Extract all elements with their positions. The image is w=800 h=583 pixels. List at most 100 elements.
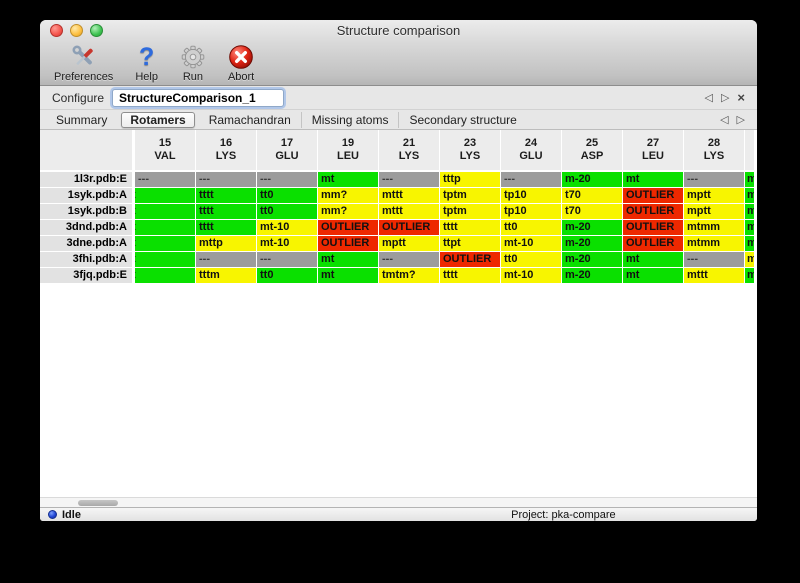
next-tab-icon[interactable]: ▷ [736, 114, 745, 126]
tab-rotamers[interactable]: Rotamers [121, 111, 195, 128]
rotamer-cell[interactable]: tt0 [501, 252, 561, 267]
rotamer-cell[interactable]: m [745, 172, 754, 187]
rotamer-cell[interactable]: mt [318, 268, 378, 283]
close-window-button[interactable] [50, 24, 63, 37]
tab-missing-atoms[interactable]: Missing atoms [300, 111, 399, 128]
rotamer-cell[interactable]: mt [318, 252, 378, 267]
abort-button[interactable]: Abort [228, 43, 254, 83]
column-header-15[interactable]: 15 VAL [135, 130, 195, 170]
rotamer-cell[interactable]: tptm [440, 204, 500, 219]
column-header-25[interactable]: 25 ASP [562, 130, 622, 170]
rotamer-cell[interactable]: m [745, 252, 754, 267]
rotamer-cell[interactable]: tttt [440, 220, 500, 235]
rotamer-cell[interactable]: --- [196, 252, 256, 267]
rotamer-cell[interactable]: tttp [440, 172, 500, 187]
rotamer-cell[interactable]: OUTLIER [318, 220, 378, 235]
rotamer-cell[interactable]: --- [501, 172, 561, 187]
column-header-24[interactable]: 24 GLU [501, 130, 561, 170]
rotamer-cell[interactable]: mttt [379, 188, 439, 203]
rotamer-cell[interactable]: m-20 [562, 252, 622, 267]
rotamer-cell[interactable]: mt-10 [501, 236, 561, 251]
rotamer-cell[interactable]: mt-10 [501, 268, 561, 283]
rotamer-cell[interactable]: --- [135, 172, 195, 187]
rotamer-cell[interactable]: tptm [440, 188, 500, 203]
titlebar[interactable]: Structure comparison [40, 20, 757, 41]
rotamer-cell[interactable]: OUTLIER [440, 252, 500, 267]
rotamer-cell[interactable]: --- [196, 172, 256, 187]
rotamer-cell[interactable]: tt0 [257, 204, 317, 219]
rotamer-cell[interactable]: mm? [318, 188, 378, 203]
row-label[interactable]: 3fjq.pdb:E [40, 268, 132, 283]
rotamer-cell[interactable]: OUTLIER [623, 188, 683, 203]
scrollbar-thumb[interactable] [78, 500, 118, 506]
rotamer-cell[interactable]: t [135, 268, 195, 283]
rotamer-cell[interactable]: mt-10 [257, 220, 317, 235]
rotamer-cell[interactable]: t [135, 204, 195, 219]
rotamer-cell[interactable]: tttt [440, 268, 500, 283]
row-label[interactable]: 1syk.pdb:A [40, 188, 132, 203]
help-button[interactable]: ? Help [135, 43, 158, 84]
rotamer-cell[interactable]: mttt [379, 204, 439, 219]
rotamer-cell[interactable]: --- [684, 252, 744, 267]
prev-tab-icon[interactable]: ◁ [720, 114, 729, 126]
rotamer-cell[interactable]: m [745, 220, 754, 235]
row-label[interactable]: 3fhi.pdb:A [40, 252, 132, 267]
rotamer-cell[interactable]: mt [318, 172, 378, 187]
rotamer-cell[interactable]: --- [379, 172, 439, 187]
rotamer-cell[interactable]: --- [379, 252, 439, 267]
rotamer-cell[interactable]: ttpt [440, 236, 500, 251]
tab-ramachandran[interactable]: Ramachandran [208, 112, 291, 127]
next-config-icon[interactable]: ▷ [720, 92, 730, 104]
rotamer-cell[interactable]: mt [623, 252, 683, 267]
rotamer-cell[interactable]: m [745, 188, 754, 203]
rotamer-cell[interactable]: m-20 [562, 220, 622, 235]
rotamer-cell[interactable]: OUTLIER [318, 236, 378, 251]
rotamer-cell[interactable]: mtmm [684, 220, 744, 235]
run-button[interactable]: Run [180, 43, 206, 83]
rotamer-cell[interactable]: --- [257, 252, 317, 267]
rotamer-cell[interactable]: tttm [196, 268, 256, 283]
column-header-21[interactable]: 21 LYS [379, 130, 439, 170]
rotamer-cell[interactable]: mptt [379, 236, 439, 251]
rotamer-cell[interactable]: tt0 [501, 220, 561, 235]
rotamer-cell[interactable]: tttt [196, 188, 256, 203]
column-header-16[interactable]: 16 LYS [196, 130, 256, 170]
rotamer-cell[interactable]: mttp [196, 236, 256, 251]
rotamer-cell[interactable]: m [745, 204, 754, 219]
rotamer-cell[interactable]: mttt [684, 268, 744, 283]
rotamer-cell[interactable]: t [135, 220, 195, 235]
rotamer-cell[interactable]: m-20 [562, 268, 622, 283]
column-header-19[interactable]: 19 LEU [318, 130, 378, 170]
rotamer-cell[interactable]: mptt [684, 204, 744, 219]
zoom-window-button[interactable] [90, 24, 103, 37]
rotamer-cell[interactable]: OUTLIER [379, 220, 439, 235]
row-label[interactable]: 1syk.pdb:B [40, 204, 132, 219]
close-config-icon[interactable]: × [737, 90, 745, 105]
tab-summary[interactable]: Summary [56, 112, 108, 127]
tab-secondary-structure[interactable]: Secondary structure [398, 111, 526, 128]
rotamer-cell[interactable]: tp10 [501, 204, 561, 219]
minimize-window-button[interactable] [70, 24, 83, 37]
rotamer-cell[interactable]: tttt [196, 204, 256, 219]
rotamer-cell[interactable]: tt0 [257, 188, 317, 203]
rotamer-cell[interactable]: tp10 [501, 188, 561, 203]
column-header-27[interactable]: 27 LEU [623, 130, 683, 170]
rotamer-cell[interactable]: t [135, 236, 195, 251]
rotamer-cell[interactable]: mtmm [684, 236, 744, 251]
rotamer-cell[interactable]: tt0 [257, 268, 317, 283]
column-header-17[interactable]: 17 GLU [257, 130, 317, 170]
rotamer-cell[interactable]: m [745, 236, 754, 251]
rotamer-cell[interactable]: mptt [684, 188, 744, 203]
rotamer-cell[interactable]: mt [623, 268, 683, 283]
rotamer-cell[interactable]: tmtm? [379, 268, 439, 283]
rotamer-cell[interactable]: --- [257, 172, 317, 187]
rotamer-cell[interactable]: tttt [196, 220, 256, 235]
rotamer-cell[interactable]: OUTLIER [623, 220, 683, 235]
rotamer-cell[interactable]: --- [684, 172, 744, 187]
rotamer-cell[interactable]: OUTLIER [623, 236, 683, 251]
rotamer-cell[interactable]: mt [623, 172, 683, 187]
rotamer-cell[interactable]: t [135, 252, 195, 267]
rotamer-cell[interactable]: m [745, 268, 754, 283]
column-header-28[interactable]: 28 LYS [684, 130, 744, 170]
rotamer-cell[interactable]: mm? [318, 204, 378, 219]
